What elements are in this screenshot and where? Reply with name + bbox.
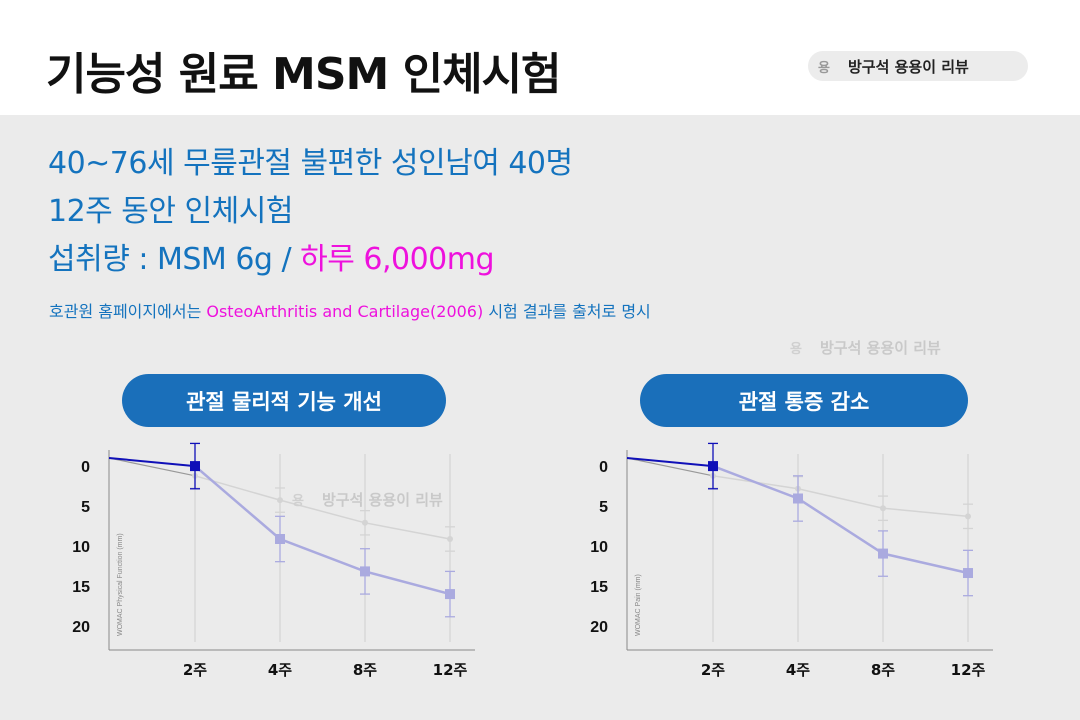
x-tick-label: 4주	[268, 661, 292, 679]
y-axis-label: WOMAC Physical Function (mm)	[117, 533, 124, 636]
x-tick-label: 2주	[183, 661, 207, 679]
y-tick-label: 10	[72, 539, 90, 556]
y-tick-label: 0	[81, 459, 90, 476]
series-baseline-segment	[109, 458, 195, 466]
y-tick-label: 20	[590, 619, 608, 636]
series-baseline-segment	[627, 458, 713, 466]
series-baseline-segment	[109, 458, 195, 476]
data-point	[793, 494, 803, 504]
y-tick-label: 20	[72, 619, 90, 636]
x-tick-label: 8주	[353, 661, 377, 679]
y-tick-label: 5	[599, 499, 608, 516]
page-title: 기능성 원료 MSM 인체시험	[46, 38, 561, 102]
data-point	[362, 520, 368, 526]
chart-pain: 0 5 10 15 20 2주 4주 8주 12주 WOMAC Pain (mm)	[578, 430, 998, 720]
watermark-chart-icon: 용	[292, 490, 304, 509]
data-point	[447, 536, 453, 542]
data-point	[277, 497, 283, 503]
data-point	[708, 461, 718, 471]
trial-duration: 12주 동안 인체시험	[48, 186, 293, 230]
source-prefix: 호관원 홈페이지에서는	[49, 302, 206, 321]
subject-info: 40~76세 무릎관절 불편한 성인남여 40명	[48, 138, 573, 182]
header-bar: 기능성 원료 MSM 인체시험 용 방구석 용용이 리뷰	[0, 0, 1080, 115]
watermark-logo-icon: 용	[818, 57, 830, 76]
watermark-text: 방구석 용용이 리뷰	[848, 56, 969, 77]
dosage-prefix: 섭취량 : MSM 6g /	[48, 242, 300, 277]
watermark-mid: 용 방구석 용용이 리뷰	[790, 332, 941, 362]
watermark-chart: 용 방구석 용용이 리뷰	[292, 484, 443, 514]
y-tick-label: 15	[590, 579, 608, 596]
data-point	[878, 549, 888, 559]
chart-physical-function: 0 5 10 15 20 2주 4주 8주 12주 WOMAC Physical Function…	[60, 430, 480, 720]
data-point	[445, 589, 455, 599]
y-tick-label: 10	[590, 539, 608, 556]
x-tick-label: 2주	[701, 661, 725, 679]
series-baseline-segment	[627, 458, 713, 476]
x-tick-label: 12주	[951, 661, 986, 679]
watermark-chart-text: 방구석 용용이 리뷰	[322, 489, 443, 510]
x-tick-label: 4주	[786, 661, 810, 679]
y-tick-label: 0	[599, 459, 608, 476]
watermark-mid-icon: 용	[790, 338, 802, 357]
data-point	[880, 505, 886, 511]
watermark-mid-text: 방구석 용용이 리뷰	[820, 337, 941, 358]
data-point	[275, 534, 285, 544]
dosage-info: 섭취량 : MSM 6g / 하루 6,000mg	[48, 234, 494, 278]
chart-title-pain: 관절 통증 감소	[640, 374, 968, 427]
watermark-badge: 용 방구석 용용이 리뷰	[808, 51, 1028, 81]
source-suffix: 시험 결과를 출처로 명시	[483, 302, 651, 321]
x-tick-label: 8주	[871, 661, 895, 679]
dosage-highlight: 하루 6,000mg	[300, 242, 494, 277]
chart-title-function: 관절 물리적 기능 개선	[122, 374, 446, 427]
source-highlight: OsteoArthritis and Cartilage(2006)	[206, 302, 483, 321]
data-point	[360, 566, 370, 576]
data-point	[965, 513, 971, 519]
data-point	[190, 461, 200, 471]
y-axis-label: WOMAC Pain (mm)	[635, 574, 642, 636]
source-note: 호관원 홈페이지에서는 OsteoArthritis and Cartilage…	[49, 298, 651, 322]
y-tick-label: 15	[72, 579, 90, 596]
data-point	[963, 568, 973, 578]
y-tick-label: 5	[81, 499, 90, 516]
x-tick-label: 12주	[433, 661, 468, 679]
